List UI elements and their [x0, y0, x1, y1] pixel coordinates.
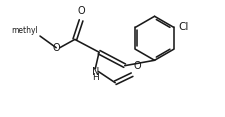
Text: Cl: Cl	[178, 22, 188, 32]
Text: O: O	[77, 6, 85, 16]
Text: H: H	[92, 73, 98, 82]
Text: methyl: methyl	[11, 26, 38, 35]
Text: N: N	[91, 67, 99, 77]
Text: O: O	[133, 61, 140, 71]
Text: O: O	[52, 43, 59, 53]
